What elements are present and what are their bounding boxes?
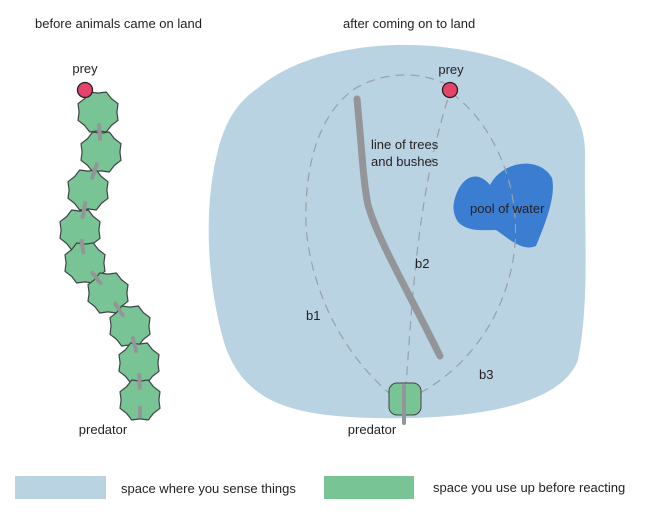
left-predator-label: predator xyxy=(78,422,128,437)
right-prey-label: prey xyxy=(438,62,464,77)
left-chain-cell xyxy=(77,91,119,133)
left-chain-cell xyxy=(80,131,122,173)
tree-line xyxy=(353,95,444,360)
path-b2 xyxy=(403,91,451,406)
left-chain-arrow xyxy=(79,238,86,255)
left-chain-arrow xyxy=(80,201,88,219)
legend-swatch-sense xyxy=(15,476,106,499)
left-chain-arrow xyxy=(113,301,125,318)
legend-swatch-use xyxy=(324,476,414,499)
left-prey-label: prey xyxy=(72,61,98,76)
right-panel-title: after coming on to land xyxy=(343,16,476,31)
legend-label-sense: space where you sense things xyxy=(121,481,296,496)
path-b1 xyxy=(305,74,451,406)
pool-label: pool of water xyxy=(470,201,545,216)
left-chain-cell xyxy=(67,169,109,211)
left-chain xyxy=(59,91,161,421)
left-prey-dot xyxy=(76,81,94,99)
legend-label-use: space you use up before reacting xyxy=(433,480,626,495)
right-prey-dot xyxy=(441,81,459,99)
left-chain-arrow xyxy=(130,336,139,353)
path-b3 xyxy=(419,91,517,394)
right-predator-label: predator xyxy=(347,422,397,437)
left-chain-arrow xyxy=(90,162,99,180)
path-label-b2: b2 xyxy=(415,256,430,271)
left-chain-cell xyxy=(119,379,161,421)
pool-of-water xyxy=(453,163,553,248)
left-chain-arrow xyxy=(97,123,102,141)
path-label-b3: b3 xyxy=(479,367,494,382)
left-chain-arrow xyxy=(90,270,103,286)
path-label-b1: b1 xyxy=(306,308,321,323)
left-panel-title: before animals came on land xyxy=(35,16,202,31)
tree-line-label-line1: line of trees xyxy=(371,137,439,152)
tree-line-label-line2: and bushes xyxy=(371,154,439,169)
